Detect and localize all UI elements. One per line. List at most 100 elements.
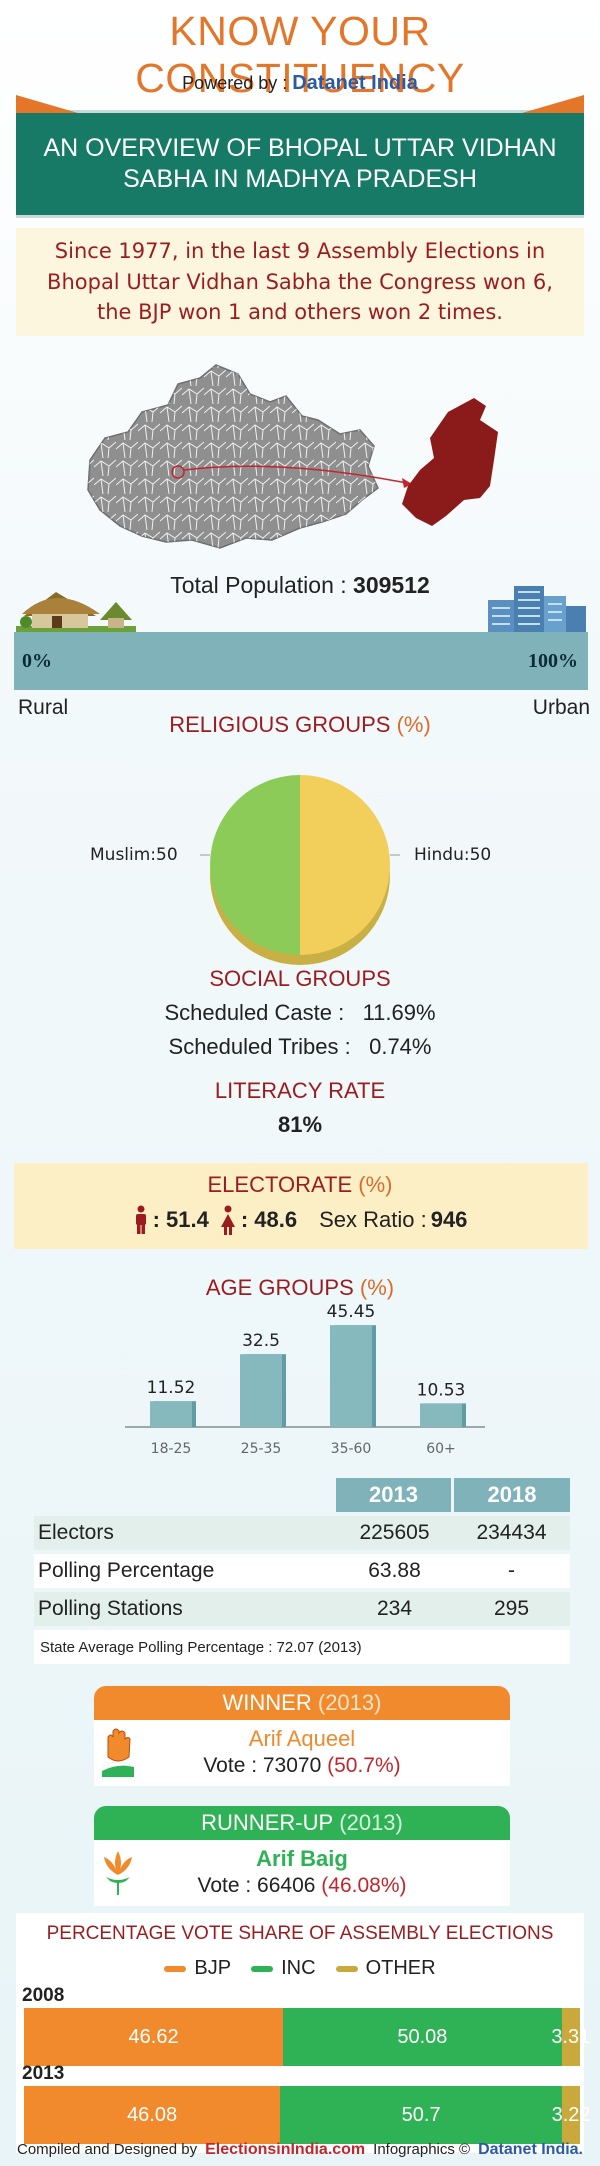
electorate-panel [14, 1163, 588, 1249]
pie-slice-muslim [210, 775, 300, 955]
age-groups-heading: AGE GROUPS [205, 1275, 354, 1300]
population-value: 309512 [353, 572, 430, 598]
runner-up-vote: Vote : 66406 (46.08%) [94, 1874, 510, 1898]
literacy-value: 81% [277, 1112, 323, 1137]
bar-35-60 [330, 1325, 372, 1427]
st-value: 0.74% [369, 1034, 432, 1059]
religious-groups-heading: RELIGIOUS GROUPS [169, 712, 391, 737]
runner-up-header: RUNNER-UP (2013) [94, 1806, 510, 1840]
table-row: Polling Stations 234 295 [34, 1592, 570, 1626]
legend-label-other: OTHER [365, 1957, 436, 1979]
vote-share-title: PERCENTAGE VOTE SHARE OF ASSEMBLY ELECTI… [46, 1923, 554, 1944]
total-population: Total Population : 309512 [0, 572, 600, 599]
pie-label-muslim: Muslim:50 [90, 845, 178, 865]
cell-2013: 63.88 [368, 1559, 421, 1582]
rural-urban-bar [14, 632, 588, 690]
bjp-lotus-icon [104, 1851, 132, 1895]
category-label: 18-25 [151, 1441, 192, 1457]
footer-brand: Datanet India. [478, 2141, 583, 2158]
madhya-pradesh-map [87, 364, 498, 549]
election-summary: Since 1977, in the last 9 Assembly Elect… [16, 228, 584, 336]
seg-inc-2013: 50.7 [280, 2086, 563, 2144]
runner-up-name: Arif Baig [256, 1846, 348, 1871]
bar-25-35 [240, 1354, 282, 1427]
winner-vote: Vote : 73070 (50.7%) [94, 1754, 510, 1778]
runner-up-card [94, 1840, 510, 1906]
cell-2013: 234 [376, 1597, 413, 1620]
page-title: KNOW YOUR CONSTITUENCY [135, 8, 465, 101]
runner-up-title: RUNNER-UP [201, 1810, 334, 1835]
male-icon [135, 1205, 146, 1234]
seg-other-2013: 3.22 [552, 2086, 591, 2144]
category-label: 35-60 [331, 1441, 372, 1457]
sex-ratio-value: 946 [430, 1207, 468, 1232]
category-label: 25-35 [241, 1441, 282, 1457]
col-header-2018: 2018 [487, 1482, 537, 1507]
religion-pie-chart [200, 775, 400, 965]
value-label: 11.52 [147, 1378, 196, 1398]
legend-label-bjp: BJP [194, 1957, 232, 1979]
footer-site-link[interactable]: ElectionsinIndia.com [205, 2141, 366, 2158]
constituency-shape [402, 398, 498, 526]
row-label: Polling Percentage [38, 1559, 215, 1582]
congress-hand-icon [102, 1728, 134, 1777]
year-label-2008: 2008 [22, 1985, 65, 2006]
electorate-heading: ELECTORATE [207, 1172, 353, 1197]
value-label: 10.53 [417, 1380, 466, 1400]
seg-other-2008: 3.31 [551, 2008, 590, 2066]
table-note-row: State Average Polling Percentage : 72.07… [34, 1630, 570, 1664]
female-value: : 48.6 [240, 1207, 298, 1232]
election-stats-table: 2013 2018 Electors 225605 234434 Polling… [34, 1478, 570, 1668]
overview-banner: AN OVERVIEW OF BHOPAL UTTAR VIDHAN SABHA… [16, 113, 584, 215]
value-label: 45.45 [327, 1302, 376, 1322]
winner-card [94, 1720, 510, 1786]
vote-share-legend: BJP INC OTHER [0, 1957, 600, 1980]
runner-up-vote-pct: (46.08%) [321, 1874, 407, 1897]
banner-flap-left [16, 95, 78, 113]
legend-item-other: OTHER [335, 1957, 436, 1980]
cell-2018: - [508, 1559, 515, 1582]
st-label: Scheduled Tribes : [168, 1034, 351, 1059]
table-row: Polling Percentage 63.88 - [34, 1554, 570, 1588]
col-header-2013: 2013 [369, 1482, 418, 1507]
constituency-marker [171, 465, 185, 479]
footer: Compiled and Designed by ElectionsinIndi… [0, 2141, 600, 2159]
footer-infographics: Infographics © [373, 2141, 471, 2158]
year-label-2013: 2013 [22, 2063, 65, 2084]
age-groups-unit: (%) [359, 1275, 395, 1300]
seg-bjp-2013: 46.08 [24, 2086, 281, 2144]
pie-label-hindu: Hindu:50 [414, 845, 492, 865]
powered-prefix: Powered by : [182, 73, 293, 93]
scheduled-tribes-row: Scheduled Tribes : 0.74% [0, 1034, 600, 1060]
sex-ratio-label: Sex Ratio : [319, 1207, 427, 1232]
scheduled-caste-row: Scheduled Caste : 11.69% [0, 1000, 600, 1026]
table-row: Electors 225605 234434 [34, 1516, 570, 1550]
bar-60+ [420, 1403, 462, 1427]
cell-2018: 234434 [476, 1521, 547, 1544]
header-cell-2018 [454, 1478, 570, 1512]
seg-bjp-2008: 46.62 [24, 2008, 284, 2066]
population-label: Total Population : [170, 572, 354, 598]
bar-18-25 [150, 1401, 192, 1427]
urban-label: Urban [532, 696, 590, 719]
winner-name: Arif Aqueel [248, 1726, 356, 1751]
sc-label: Scheduled Caste : [164, 1000, 345, 1025]
rural-hut-icon [16, 592, 136, 636]
powered-by: Powered by : Datanet India [0, 72, 600, 95]
banner-flap-right [522, 95, 584, 113]
age-groups-chart: 11.52 18-25 32.5 25-35 45.45 35-60 10.53 60+ [125, 1302, 485, 1457]
religious-groups-unit: (%) [396, 712, 431, 737]
seg-inc-2008: 50.08 [283, 2008, 562, 2066]
row-label: Electors [38, 1521, 114, 1544]
legend-item-inc: INC [251, 1957, 316, 1980]
row-label: Polling Stations [38, 1597, 183, 1620]
cell-2018: 295 [493, 1597, 530, 1620]
winner-header: WINNER (2013) [94, 1686, 510, 1720]
runner-up-vote-label: Vote : 66406 [197, 1874, 316, 1897]
winner-year: (2013) [317, 1690, 382, 1715]
electorate-title: ELECTORATE (%) [0, 1172, 600, 1198]
pointer-arrow [402, 478, 412, 488]
legend-swatch-inc [251, 1965, 274, 1972]
pie-slice-hindu [300, 775, 390, 955]
sc-value: 11.69% [362, 1000, 436, 1025]
